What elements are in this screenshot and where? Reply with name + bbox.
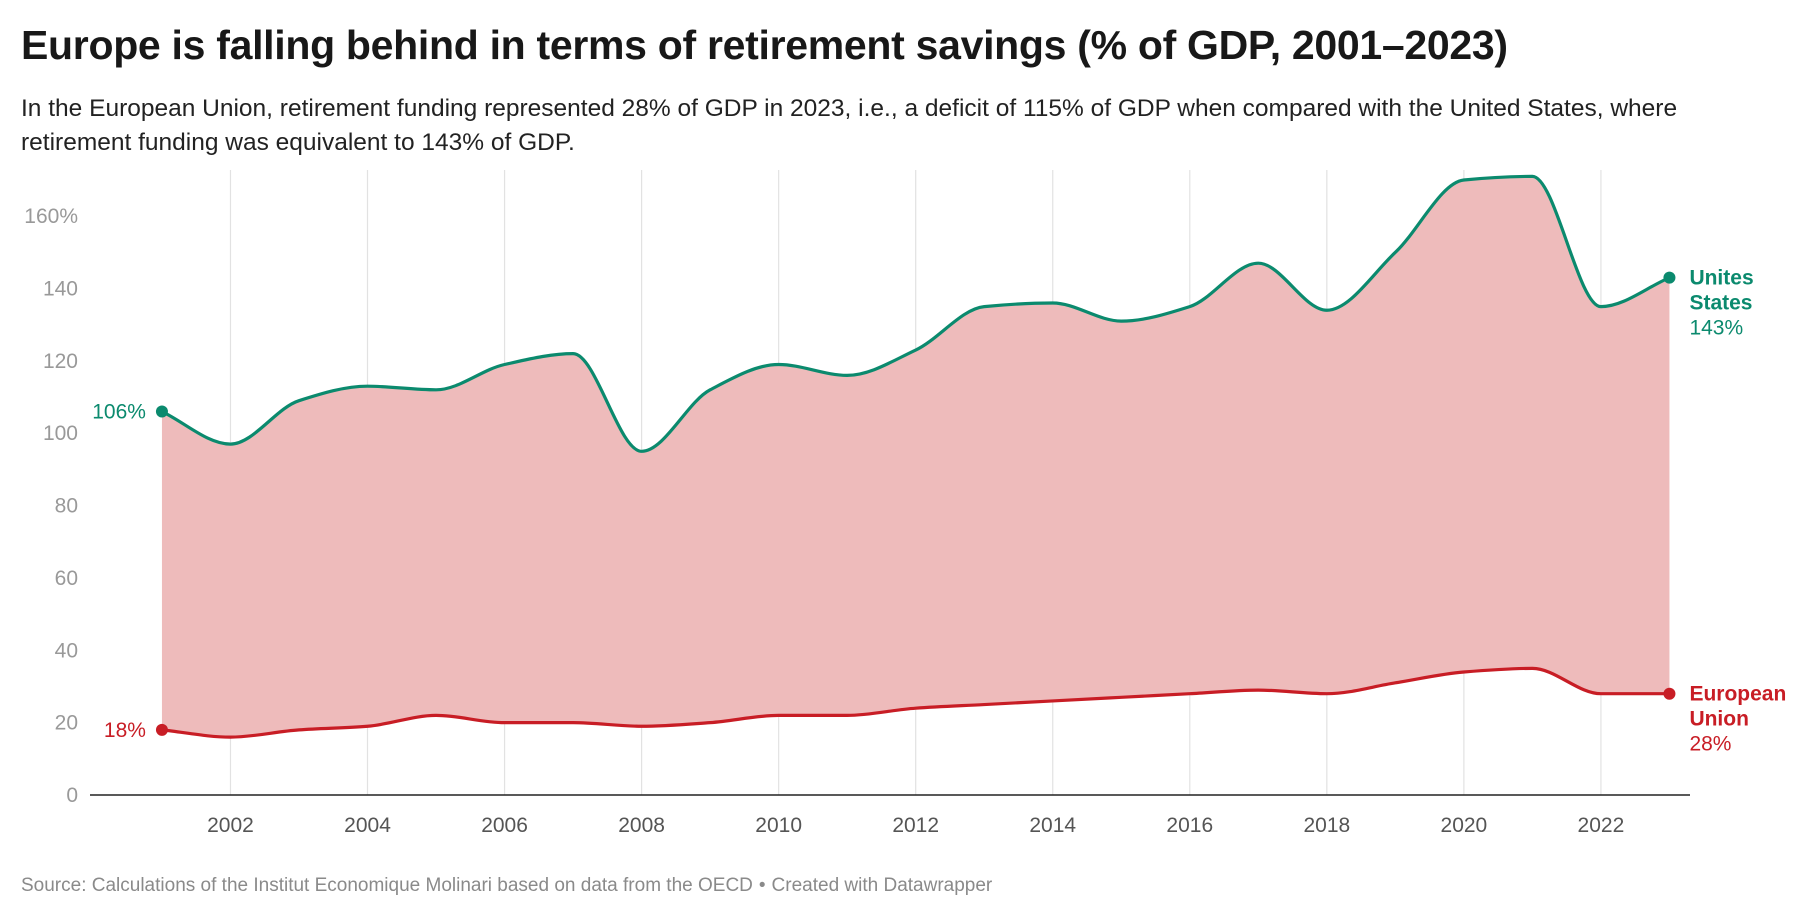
y-tick-label: 80 [55,495,78,518]
x-tick-label: 2014 [1029,814,1076,837]
eu-series-name: European [1689,683,1786,706]
eu-series-line [161,666,1670,739]
gap-area [161,176,1670,738]
chart-subtitle: In the European Union, retirement fundin… [21,95,1678,156]
chart-title: Europe is falling behind in terms of ret… [21,22,1508,68]
eu-start-label: 18% [104,719,146,742]
x-tick-label: 2012 [892,814,939,837]
us-series-name: States [1689,292,1752,315]
x-tick-label: 2020 [1441,814,1488,837]
y-tick-label: 160% [24,205,78,228]
credit-text: Created with Datawrapper [771,875,993,896]
x-tick-label: 2006 [481,814,528,837]
axes: 2002 2004 2006 2008 2010 2012 2014 2016 2018 2020… [24,205,1690,837]
us-start-label: 106% [92,401,146,424]
x-tick-label: 2004 [344,814,391,837]
source-text: Source: Calculations of the Institut Eco… [21,875,753,896]
us-series-line [161,174,1671,453]
us-end-dot [1663,271,1676,284]
source-note: Source: Calculations of the Institut Eco… [21,875,992,897]
eu-end-value: 28% [1689,733,1731,756]
x-tick-label: 2018 [1303,814,1350,837]
eu-end-dot [1663,687,1676,700]
eu-series-name: Union [1689,708,1748,731]
y-tick-label: 20 [55,712,78,735]
gap-fill-area [161,176,1670,738]
y-tick-label: 140 [43,278,78,301]
y-tick-label: 40 [55,639,78,662]
us-series-name: Unites [1689,267,1753,290]
x-tick-label: 2002 [207,814,254,837]
eu-start-dot [155,723,168,736]
us-start-dot [155,405,168,418]
y-tick-label: 100 [43,422,78,445]
footer-separator: • [758,875,766,896]
x-tick-label: 2008 [618,814,665,837]
y-tick-label: 60 [55,567,78,590]
x-tick-label: 2016 [1166,814,1213,837]
us-end-value: 143% [1689,317,1743,340]
x-tick-label: 2010 [755,814,802,837]
y-tick-label: 120 [43,350,78,373]
y-tick-label: 0 [66,784,78,807]
series-lines [155,174,1676,739]
x-tick-label: 2022 [1578,814,1625,837]
